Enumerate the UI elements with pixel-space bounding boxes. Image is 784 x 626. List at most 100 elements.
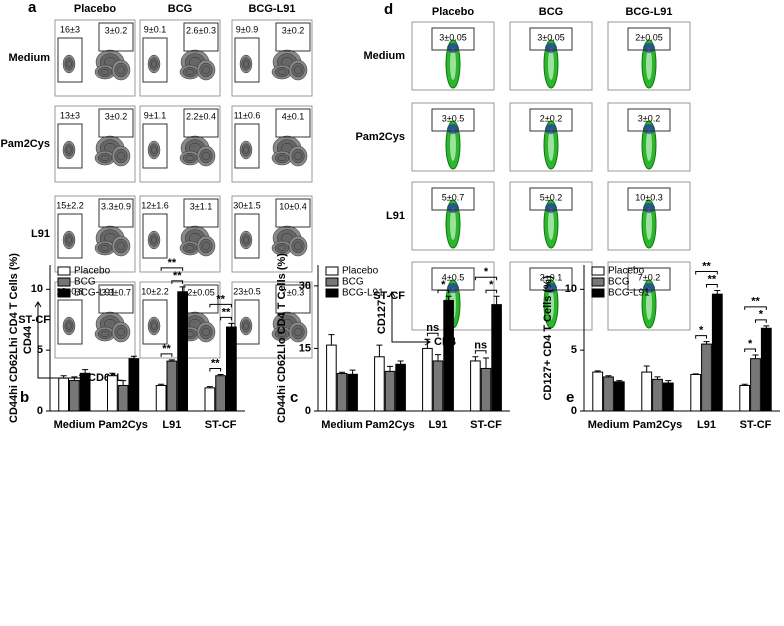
population [450, 129, 456, 161]
contour [202, 241, 210, 251]
contour [277, 154, 287, 162]
legend-swatch [591, 288, 605, 298]
x-tick-label: ST-CF [470, 419, 502, 431]
contour [117, 151, 125, 161]
contour [117, 327, 125, 337]
contour [66, 60, 72, 68]
y-tick-label: 5 [37, 344, 43, 356]
row-header: Pam2Cys [0, 138, 50, 150]
column-header: BCG-L91 [248, 3, 295, 15]
population [545, 124, 557, 134]
contour [100, 68, 110, 76]
gate [431, 187, 475, 211]
gate [142, 37, 168, 83]
y-axis-label: CD44 [22, 325, 34, 354]
contour [243, 236, 249, 244]
significance-label: ** [168, 257, 177, 269]
bar [422, 347, 433, 412]
gate-value: 2±0.1 [540, 272, 562, 282]
significance-bracket [160, 267, 184, 271]
row-header: Pam2Cys [355, 131, 405, 143]
gate [627, 108, 671, 132]
x-tick-label: L91 [697, 419, 716, 431]
bar [155, 384, 167, 412]
contour [243, 322, 249, 330]
error-bar [752, 354, 759, 359]
panel-letter: d [384, 1, 393, 18]
population [545, 43, 557, 53]
bar [652, 378, 663, 412]
contour [202, 327, 210, 337]
bar [480, 367, 492, 412]
bar [347, 373, 358, 412]
gate [275, 22, 311, 52]
population [450, 208, 456, 240]
plot-frame [607, 261, 691, 331]
gate [234, 123, 260, 169]
x-tick-label: ST-CF [205, 419, 237, 431]
error-bar [714, 290, 721, 295]
contour [117, 241, 125, 251]
error-bar [703, 341, 710, 345]
x-tick-label: L91 [429, 419, 448, 431]
y-axis-label: CD44hi CD62Lhi CD4 T Cells (%) [8, 253, 20, 423]
bar [128, 358, 140, 412]
gate-value: 3±0.2 [105, 25, 127, 35]
plot-frame [139, 105, 221, 183]
bar [432, 360, 444, 412]
error-bar [158, 383, 165, 386]
significance-bracket [706, 284, 718, 288]
plot-frame [411, 102, 495, 172]
population [548, 129, 554, 161]
significance-label: ** [211, 357, 220, 369]
bar [592, 371, 604, 412]
bar [384, 370, 396, 412]
error-bar [424, 338, 431, 349]
row-header: Medium [363, 50, 405, 62]
gate-value: 13±3 [60, 110, 80, 120]
error-bar [109, 372, 116, 376]
x-axis-label: CD62L [88, 372, 123, 384]
significance-label: * [748, 338, 753, 350]
error-bar [130, 355, 137, 359]
gate-value: 30±1.5 [233, 200, 260, 210]
population [548, 48, 554, 80]
gate-value: 3±0.2 [282, 25, 304, 35]
contour [66, 322, 72, 330]
contour [202, 151, 210, 161]
bar [603, 376, 614, 412]
row-header: ST-CF [18, 314, 50, 326]
significance-bracket [695, 335, 707, 339]
significance-bracket [220, 316, 232, 321]
y-tick-label: 5 [571, 344, 577, 356]
contour [185, 154, 195, 162]
x-tick-label: Pam2Cys [98, 419, 148, 431]
contour [294, 65, 302, 75]
significance-label: ns [474, 340, 487, 352]
significance-bracket [474, 276, 498, 281]
legend-label: BCG [608, 277, 630, 288]
legend-swatch [591, 266, 605, 276]
gate [183, 108, 219, 138]
population [545, 203, 557, 213]
population [447, 124, 459, 134]
gate [57, 213, 83, 259]
gate-value: 4±0.5 [442, 272, 464, 282]
significance-label: ** [216, 293, 225, 305]
gate-value: 3.3±0.7 [101, 287, 131, 297]
legend-swatch [57, 277, 71, 287]
contour [151, 322, 157, 330]
population [548, 208, 554, 240]
error-bar [120, 380, 127, 386]
column-header: BCG [539, 6, 563, 18]
panel-letter: a [28, 0, 37, 16]
significance-label: ** [173, 270, 182, 282]
significance-bracket [485, 289, 498, 294]
gate-value: 16±3 [60, 24, 80, 34]
gate [627, 267, 671, 291]
error-bar [168, 359, 175, 362]
gate [142, 213, 168, 259]
bar [58, 377, 69, 412]
bar [107, 375, 118, 412]
y-tick-label: 30 [299, 280, 311, 292]
